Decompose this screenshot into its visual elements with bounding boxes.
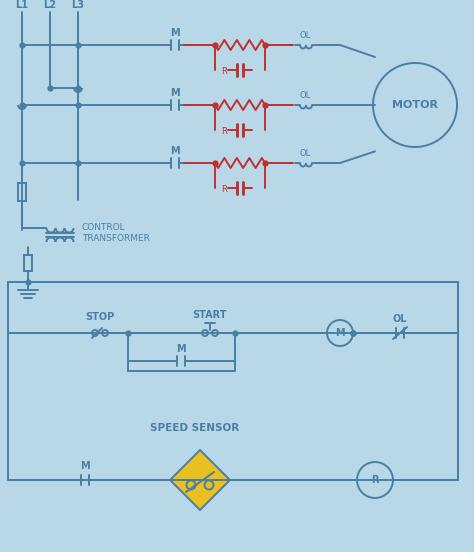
Text: L1: L1 (16, 0, 28, 10)
Text: L2: L2 (44, 0, 56, 10)
Text: M: M (170, 28, 180, 38)
Polygon shape (170, 450, 230, 510)
Text: CONTROL
TRANSFORMER: CONTROL TRANSFORMER (82, 224, 150, 243)
Text: R: R (221, 185, 227, 194)
Text: M: M (170, 146, 180, 156)
Text: R: R (221, 67, 227, 77)
Text: L3: L3 (72, 0, 84, 10)
Text: M: M (176, 344, 186, 354)
Text: MOTOR: MOTOR (392, 100, 438, 110)
Text: OL: OL (300, 148, 310, 157)
Text: OL: OL (393, 314, 407, 324)
Text: M: M (80, 461, 90, 471)
Text: M: M (335, 328, 345, 338)
Text: OL: OL (300, 91, 310, 99)
Text: M: M (170, 88, 180, 98)
Text: OL: OL (300, 30, 310, 40)
Text: R: R (221, 128, 227, 136)
Text: STOP: STOP (85, 312, 115, 322)
Text: R: R (371, 475, 379, 485)
Text: SPEED SENSOR: SPEED SENSOR (150, 423, 240, 433)
Text: START: START (193, 310, 227, 320)
